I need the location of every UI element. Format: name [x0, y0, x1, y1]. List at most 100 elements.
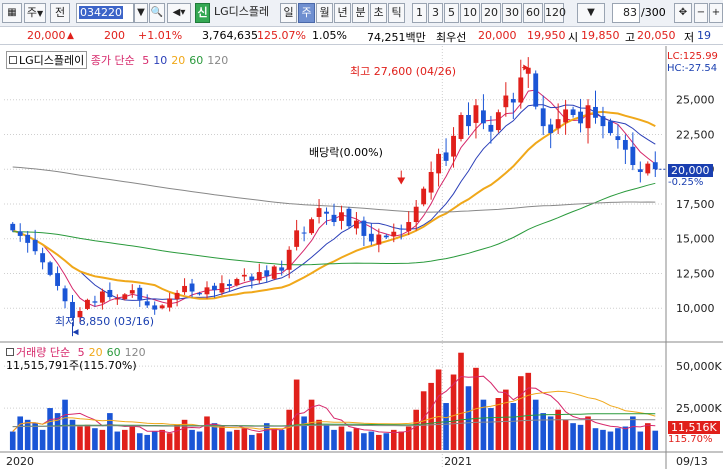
candle-body — [615, 136, 621, 141]
high-annotation: 최고 27,600 (04/26) — [350, 65, 457, 78]
price-tick-label: 10,000 — [676, 302, 715, 315]
interval-dropdown-button[interactable]: ▼ — [577, 3, 605, 23]
candle-body — [70, 301, 75, 318]
interval-button[interactable]: 1 — [412, 3, 427, 23]
candle-body — [600, 116, 606, 127]
interval-button[interactable]: 20 — [481, 3, 501, 23]
volume-bar — [525, 372, 532, 450]
current-price: 20,000 — [27, 29, 66, 42]
low-annotation: 최저 8,850 (03/16) — [55, 315, 155, 328]
prev-button[interactable]: 전 — [50, 3, 70, 23]
candle-body — [167, 298, 173, 308]
candle-body — [316, 208, 322, 217]
price-legend-name-box: LG디스플레이 — [6, 51, 88, 69]
candle-body — [451, 135, 456, 157]
candle-body — [622, 140, 628, 150]
volume-ma-line — [12, 419, 656, 428]
volume-bar — [368, 431, 375, 450]
candle-body — [368, 233, 374, 242]
candle-body — [279, 267, 285, 271]
period-button[interactable]: 틱 — [388, 3, 405, 23]
volume-bar — [159, 429, 165, 450]
search-icon[interactable]: 🔍 — [149, 3, 165, 23]
chart-toolbar: ▦ 주▼ 전 034220 ▼ 🔍 ◀▾ 신 LG디스플레 ▼ 83 /300 … — [0, 0, 723, 27]
period-button[interactable]: 일 — [280, 3, 297, 23]
volume-bar — [211, 423, 218, 450]
volume-bar — [562, 419, 569, 450]
candle-body — [174, 292, 180, 300]
grid-menu-icon[interactable]: ▦ — [2, 3, 22, 23]
period-button[interactable]: 주 — [298, 3, 315, 23]
signal-badge[interactable]: 신 — [195, 3, 210, 23]
price-volume-chart[interactable]: 25,000 22,500 20,000 17,500 15,000 12,500 10,0… — [0, 46, 723, 469]
market-label: 주 — [26, 6, 37, 19]
ma-line-10 — [12, 104, 656, 301]
candle-body — [197, 293, 202, 295]
settings-icon[interactable]: ✥ — [674, 3, 692, 23]
volume-tick-label: 50,000K — [676, 360, 722, 373]
candle-body — [503, 95, 509, 108]
candle-body — [555, 119, 561, 129]
candle-body — [85, 299, 90, 309]
volume-bar — [338, 426, 345, 450]
volume-ratio: 125.07% — [257, 29, 306, 42]
current-price-tag: 20,000 — [668, 164, 713, 177]
candle-body — [249, 276, 255, 281]
sound-icon[interactable]: ◀▾ — [167, 3, 191, 23]
price-tick-label: 22,500 — [676, 128, 715, 141]
low-label: 저 — [684, 31, 695, 44]
open-value: 19,850 — [581, 29, 620, 42]
interval-button[interactable]: 120 — [544, 3, 566, 23]
volume-bar — [263, 423, 270, 450]
candle-body — [189, 283, 195, 292]
candle-body — [331, 214, 337, 223]
candle-body — [10, 223, 16, 231]
volume-bar — [234, 429, 240, 450]
period-button[interactable]: 초 — [370, 3, 387, 23]
candle-body — [443, 152, 449, 161]
candle-body — [62, 288, 68, 302]
candle-body — [219, 283, 225, 293]
current-volume-tag: 11,516K — [668, 421, 720, 434]
candle-body — [630, 146, 636, 166]
volume-bar — [286, 409, 292, 450]
chart-area[interactable]: 25,000 22,500 20,000 17,500 15,000 12,500 10,0… — [0, 46, 723, 469]
volume-bar — [174, 424, 180, 450]
code-dropdown-button[interactable]: ▼ — [134, 3, 148, 23]
period-button[interactable]: 년 — [334, 3, 351, 23]
count-input[interactable]: 83 — [612, 3, 640, 23]
price-ma-legend: 5 10 20 60 120 — [138, 54, 228, 67]
candle-body — [17, 231, 23, 236]
amount-value: 74,251백만 — [367, 31, 426, 44]
interval-button[interactable]: 30 — [502, 3, 522, 23]
price-tick-label: 17,500 — [676, 198, 715, 211]
high-value: 20,050 — [637, 29, 676, 42]
stock-name-label: LG디스플레 — [214, 5, 270, 18]
candle-body — [645, 163, 651, 174]
interval-button[interactable]: 10 — [460, 3, 480, 23]
candle-body — [376, 234, 382, 245]
legend-volume-ma-period: 20 — [88, 346, 103, 359]
candle-body — [391, 231, 397, 237]
price-panel-bg — [0, 46, 723, 342]
interval-button[interactable]: 60 — [523, 3, 543, 23]
candle-body — [540, 108, 546, 127]
period-button[interactable]: 분 — [352, 3, 369, 23]
minus-icon[interactable]: − — [694, 3, 708, 23]
x-tick-label: 2021 — [444, 455, 472, 468]
volume-bar — [84, 424, 91, 450]
volume-bar — [510, 403, 517, 450]
candle-body — [608, 121, 613, 134]
volume-bar — [17, 416, 24, 450]
candle-body — [32, 239, 38, 252]
interval-button[interactable]: 3 — [428, 3, 443, 23]
interval-button[interactable]: 5 — [444, 3, 459, 23]
volume-bar — [346, 431, 352, 450]
period-button[interactable]: 월 — [316, 3, 333, 23]
market-select[interactable]: 주▼ — [24, 3, 46, 23]
plus-icon[interactable]: + — [709, 3, 723, 23]
candle-body — [137, 287, 143, 300]
stock-code-input[interactable]: 034220 — [76, 3, 134, 23]
checkbox-icon — [9, 56, 17, 64]
open-label: 시 — [568, 31, 579, 44]
